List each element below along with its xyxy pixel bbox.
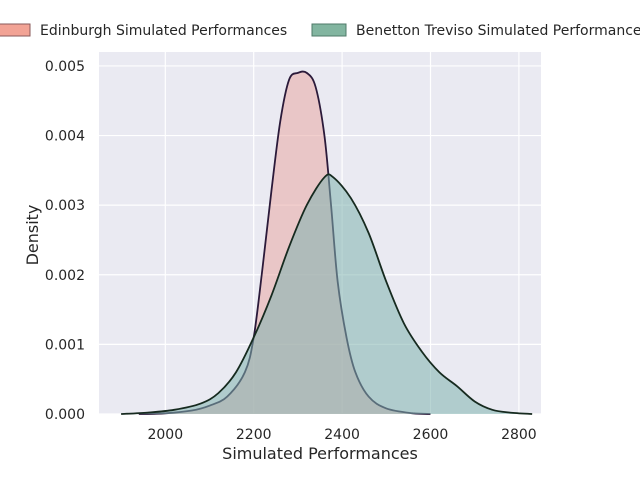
x-tick-label: 2400 [324,427,360,443]
y-tick-label: 0.002 [45,268,85,284]
legend: Edinburgh Simulated Performances Benetto… [0,23,640,39]
y-tick-label: 0.005 [45,59,85,75]
legend-label-edinburgh: Edinburgh Simulated Performances [40,23,287,39]
y-tick-labels: 0.000 0.001 0.002 0.003 0.004 0.005 [45,59,85,423]
density-line-benetton [121,173,533,415]
x-tick-label: 2000 [147,427,183,443]
legend-swatch-benetton [311,23,347,37]
y-axis-title: Density [23,205,42,266]
x-tick-label: 2200 [236,427,272,443]
x-tick-label: 2800 [501,427,537,443]
x-tick-label: 2600 [413,427,449,443]
density-area-edinburgh [138,71,431,415]
density-area-benetton [121,174,533,414]
legend-label-benetton: Benetton Treviso Simulated Performances [356,23,640,39]
y-tick-label: 0.004 [45,129,85,145]
x-tick-labels: 2000 2200 2400 2600 2800 [147,427,536,443]
y-tick-label: 0.001 [45,337,85,353]
y-tick-label: 0.003 [45,198,85,214]
legend-swatch-edinburgh [0,23,31,37]
x-axis-title: Simulated Performances [222,444,418,463]
density-areas [121,70,533,415]
y-tick-label: 0.000 [45,407,85,423]
